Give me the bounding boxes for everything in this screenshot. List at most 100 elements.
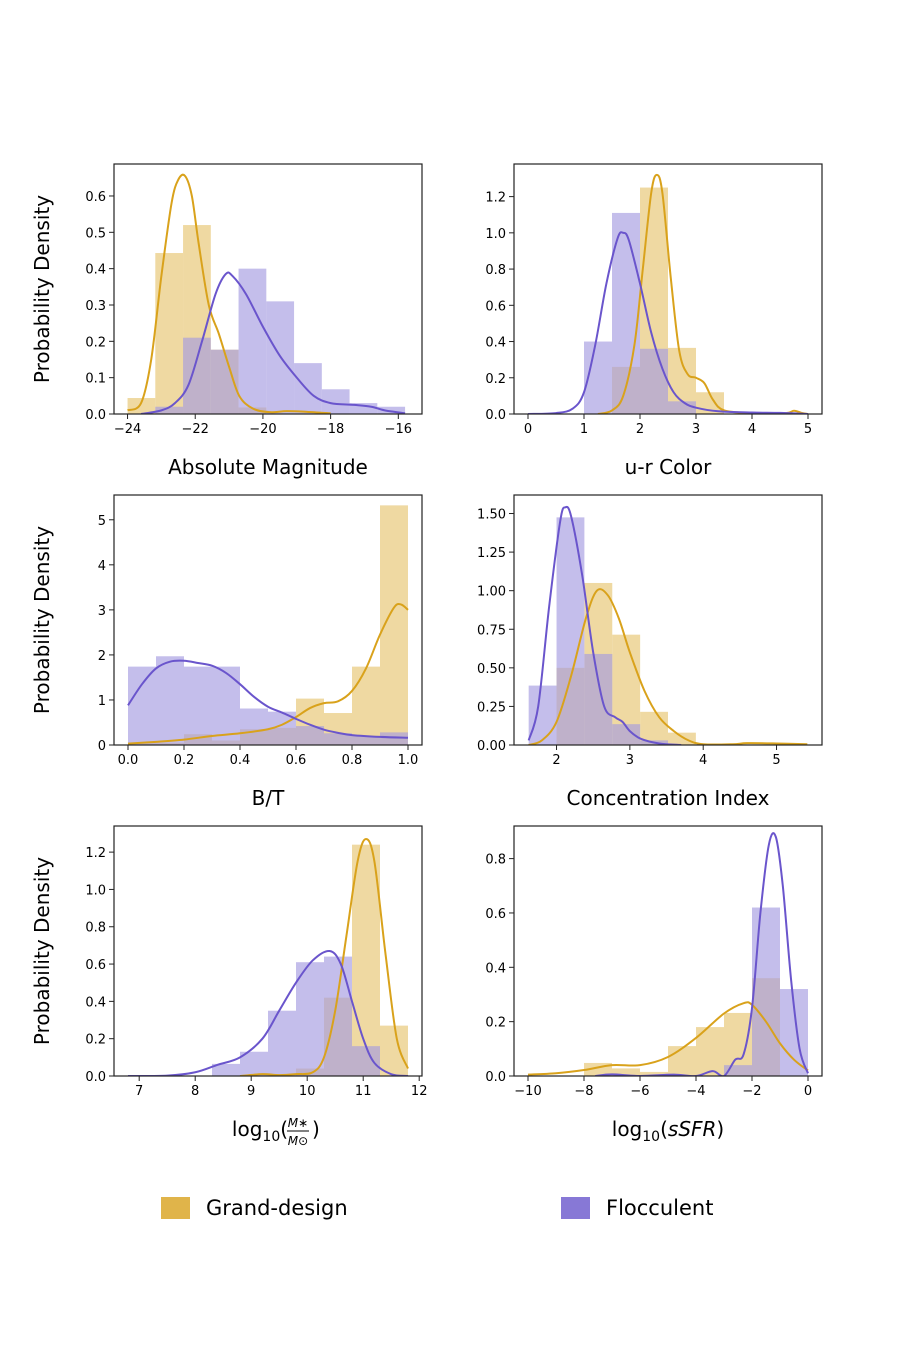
y-tick-label: 0.00 bbox=[477, 739, 506, 754]
kde-line-floc bbox=[527, 505, 682, 745]
y-tick-label: 1.2 bbox=[485, 191, 506, 206]
axes-frame bbox=[513, 825, 823, 1077]
x-tick-label: 0.0 bbox=[118, 753, 139, 768]
plot-area bbox=[127, 838, 409, 1076]
y-tick-label: 0.1 bbox=[85, 372, 106, 387]
y-tick-label: 0.75 bbox=[477, 623, 506, 638]
subplot-1: −24 −22 −20 −18 −16 0.0 0.1 0.2 0.3 0.4 0.5 0.6 Abso… bbox=[30, 163, 423, 479]
y-tick-label: 0.4 bbox=[85, 263, 106, 278]
kde-line-grand bbox=[528, 588, 808, 745]
legend-item-floc: Flocculent bbox=[561, 1196, 713, 1220]
y-tick-label: 0.0 bbox=[485, 1070, 506, 1085]
y-tick-label: 0.4 bbox=[485, 961, 506, 976]
axes-frame bbox=[113, 163, 423, 415]
bar-grand bbox=[352, 666, 380, 745]
x-tick-label: −2 bbox=[742, 1084, 761, 1099]
y-axis-label: Probability Density bbox=[30, 195, 54, 383]
kde-line-grand bbox=[127, 602, 409, 745]
x-tick-label: −16 bbox=[385, 422, 412, 437]
bar-floc bbox=[584, 653, 613, 745]
bar-floc bbox=[612, 212, 640, 414]
x-tick-label: 4 bbox=[699, 753, 707, 768]
y-tick-label: 0.2 bbox=[85, 1033, 106, 1048]
bar-floc bbox=[349, 403, 378, 414]
bar-floc bbox=[296, 962, 324, 1076]
x-tick-label: 0.2 bbox=[174, 753, 195, 768]
subplot-6: −10 −8 −6 −4 −2 0 0.0 0.2 0.4 0.6 0.8 log10(sSFR) bbox=[485, 825, 823, 1145]
bar-floc bbox=[156, 656, 184, 745]
bar-floc bbox=[212, 1063, 240, 1076]
x-tick-label: −4 bbox=[686, 1084, 705, 1099]
bar-floc bbox=[668, 401, 696, 414]
bar-floc bbox=[612, 724, 641, 745]
y-tick-label: 0 bbox=[98, 739, 106, 754]
x-axis-label: u-r Color bbox=[625, 455, 712, 479]
y-tick-label: 0.6 bbox=[485, 299, 506, 314]
x-tick-label: −6 bbox=[630, 1084, 649, 1099]
legend-label: Grand-design bbox=[206, 1196, 348, 1220]
fraction-denominator: M⊙ bbox=[288, 1134, 308, 1148]
x-axis-label: Absolute Magnitude bbox=[168, 455, 368, 479]
y-tick-label: 0.2 bbox=[485, 1016, 506, 1031]
y-tick-label: 1.00 bbox=[477, 585, 506, 600]
kde-line-floc bbox=[140, 271, 406, 414]
kde-line-floc bbox=[527, 231, 809, 414]
y-tick-label: 0.4 bbox=[485, 336, 506, 351]
x-axis-label: B/T bbox=[252, 786, 285, 810]
y-tick-label: 0.8 bbox=[485, 853, 506, 868]
bar-grand bbox=[640, 1071, 668, 1076]
bar-floc bbox=[240, 1051, 268, 1076]
x-tick-label: −22 bbox=[182, 422, 209, 437]
y-axis-label: Probability Density bbox=[30, 857, 54, 1045]
x-tick-label: 5 bbox=[772, 753, 780, 768]
kde-line-floc bbox=[127, 659, 409, 739]
plot-area bbox=[527, 505, 808, 745]
bar-grand bbox=[668, 1046, 696, 1076]
y-tick-label: 0.0 bbox=[85, 408, 106, 423]
kde-line-grand bbox=[527, 1001, 809, 1076]
plot-area bbox=[527, 173, 809, 414]
x-tick-label: 3 bbox=[692, 422, 700, 437]
y-tick-label: 1.50 bbox=[477, 508, 506, 523]
axes-frame bbox=[513, 494, 823, 746]
x-tick-label: 0.8 bbox=[342, 753, 363, 768]
bar-floc bbox=[377, 406, 406, 414]
kde-line-grand bbox=[127, 173, 331, 414]
kde-line-grand bbox=[239, 838, 409, 1076]
y-tick-label: 1 bbox=[98, 694, 106, 709]
x-axis-label-close: ) bbox=[312, 1117, 320, 1141]
x-tick-label: 3 bbox=[626, 753, 634, 768]
y-tick-label: 0.6 bbox=[485, 907, 506, 922]
x-axis-label: Concentration Index bbox=[567, 786, 770, 810]
kde-line-floc bbox=[595, 832, 809, 1076]
y-tick-label: 1.0 bbox=[485, 227, 506, 242]
y-tick-label: 0.2 bbox=[85, 335, 106, 350]
bar-grand bbox=[380, 1025, 408, 1076]
bar-grand bbox=[155, 253, 184, 414]
y-tick-label: 0.0 bbox=[85, 1070, 106, 1085]
y-tick-label: 2 bbox=[98, 649, 106, 664]
x-tick-label: 9 bbox=[247, 1084, 255, 1099]
subplot-5: 7 8 9 10 11 12 0.0 0.2 0.4 0.6 0.8 1.0 1.2 log10(M∗ M⊙… bbox=[30, 825, 427, 1148]
bar-floc bbox=[528, 685, 557, 745]
legend-swatch bbox=[161, 1197, 190, 1219]
y-tick-label: 3 bbox=[98, 604, 106, 619]
bar-floc bbox=[155, 406, 184, 414]
x-tick-label: 0.6 bbox=[286, 753, 307, 768]
axes-frame bbox=[113, 825, 423, 1077]
y-tick-label: 0.3 bbox=[85, 299, 106, 314]
bar-floc bbox=[352, 1046, 380, 1076]
axes-frame bbox=[513, 163, 823, 415]
y-tick-label: 0.2 bbox=[485, 372, 506, 387]
y-tick-label: 0.6 bbox=[85, 958, 106, 973]
plot-area bbox=[127, 505, 409, 745]
axes-frame bbox=[113, 494, 423, 746]
x-tick-label: −18 bbox=[317, 422, 344, 437]
x-tick-label: −24 bbox=[114, 422, 141, 437]
y-tick-label: 0.50 bbox=[477, 662, 506, 677]
bar-floc bbox=[184, 666, 212, 745]
x-axis-label: log10(sSFR) bbox=[612, 1117, 724, 1145]
bar-grand bbox=[668, 732, 696, 745]
x-tick-label: 5 bbox=[804, 422, 812, 437]
